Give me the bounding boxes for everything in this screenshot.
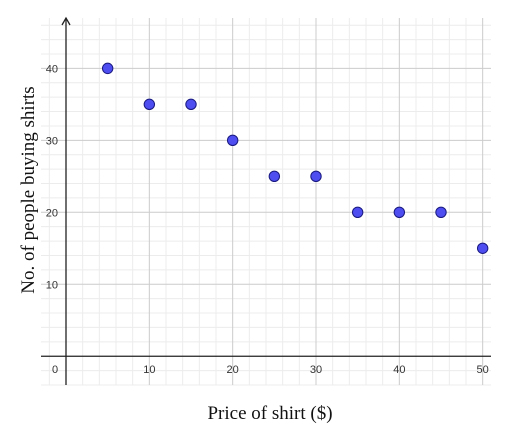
data-point	[435, 206, 447, 218]
data-point	[185, 98, 197, 111]
data-point	[101, 62, 114, 75]
major-grid	[41, 18, 491, 385]
y-axis-title: No. of people buying shirts	[18, 86, 39, 293]
axes	[41, 16, 491, 385]
data-point	[351, 206, 364, 218]
y-tick-label: 30	[46, 135, 58, 147]
x-tick-label: 40	[393, 364, 405, 376]
data-points	[101, 62, 489, 254]
y-axis-arrow	[61, 16, 71, 26]
data-point	[476, 242, 489, 254]
x-axis-title: Price of shirt ($)	[207, 403, 332, 424]
minor-grid	[41, 18, 491, 386]
x-tick-label: 20	[227, 364, 239, 376]
x-tick-label: 30	[310, 364, 322, 376]
y-tick-label: 40	[46, 63, 58, 75]
y-tick-label: 20	[46, 207, 58, 219]
data-point	[393, 206, 406, 218]
x-tick-label: 10	[143, 364, 155, 376]
x-tick-label: 50	[477, 364, 489, 376]
x-tick-label: 0	[52, 364, 58, 376]
data-point	[226, 134, 239, 147]
data-point	[143, 98, 156, 111]
data-point	[310, 170, 322, 183]
y-tick-label: 10	[46, 279, 58, 291]
data-point	[268, 170, 281, 183]
tick-labels: 0 10 20 30 40 50 10 20 30 40	[46, 63, 489, 376]
